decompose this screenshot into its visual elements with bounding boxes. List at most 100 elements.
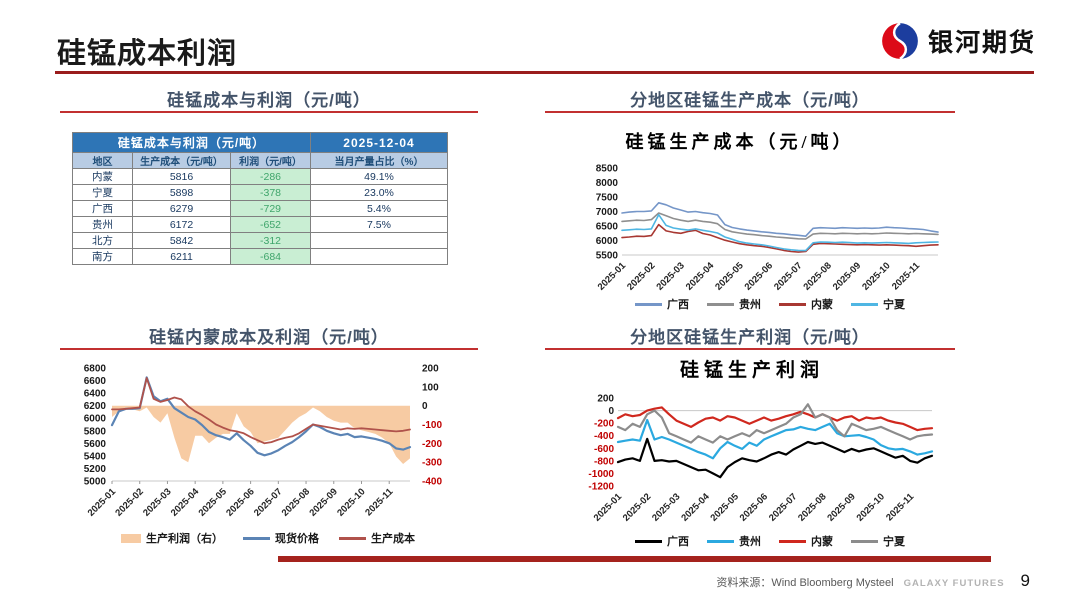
svg-text:5600: 5600	[84, 439, 107, 450]
legend-label: 贵州	[739, 536, 761, 548]
legend-line-swatch	[779, 302, 806, 306]
svg-text:2025-07: 2025-07	[772, 260, 804, 292]
title-underline	[55, 71, 1034, 74]
svg-text:6000: 6000	[84, 414, 107, 425]
svg-text:2025-01: 2025-01	[596, 260, 629, 293]
legend-item: 生产利润（右）	[121, 530, 223, 546]
svg-text:0: 0	[422, 401, 428, 412]
legend-line-swatch	[635, 539, 662, 543]
table-cell: 5898	[132, 184, 231, 201]
legend-line-swatch	[851, 302, 878, 306]
svg-text:8000: 8000	[596, 178, 619, 189]
company-logo: 银河期货	[881, 22, 1036, 60]
table-date-cell: 2025-12-04	[310, 132, 448, 153]
svg-text:2025-06: 2025-06	[743, 260, 775, 292]
svg-text:2025-11: 2025-11	[884, 491, 917, 524]
panel-underline	[545, 111, 955, 113]
svg-text:6400: 6400	[84, 389, 107, 400]
regional-cost-chart: 硅锰生产成本（元/吨）85008000750070006500600055002…	[596, 131, 939, 293]
table-cell: 内蒙	[72, 168, 133, 185]
table-cell: 6211	[132, 248, 231, 265]
svg-text:-1200: -1200	[588, 482, 614, 493]
svg-text:5800: 5800	[84, 426, 107, 437]
table-cell: 广西	[72, 200, 133, 217]
legend-line-swatch	[635, 302, 662, 306]
svg-text:2025-09: 2025-09	[825, 491, 857, 523]
svg-text:6600: 6600	[84, 376, 107, 387]
footer: 资料来源：Wind Bloomberg Mysteel GALAXY FUTUR…	[716, 571, 1030, 591]
cost-profit-table: 硅锰成本与利润（元/吨） 2025-12-04 地区 生产成本（元/吨） 利润（元/…	[72, 132, 448, 265]
table-cell: -312	[230, 232, 311, 249]
svg-text:2025-09: 2025-09	[831, 260, 863, 292]
svg-text:5400: 5400	[84, 451, 107, 462]
table-column-header: 地区	[72, 152, 133, 169]
svg-text:5200: 5200	[84, 464, 107, 475]
panel-title-table: 硅锰成本与利润（元/吨）	[167, 91, 371, 110]
svg-text:2025-01: 2025-01	[592, 491, 625, 524]
svg-text:2025-03: 2025-03	[141, 486, 173, 518]
legend-line-swatch	[339, 536, 366, 540]
legend-label: 广西	[667, 536, 689, 548]
svg-text:-400: -400	[594, 431, 614, 442]
panel-title-im: 硅锰内蒙成本及利润（元/吨）	[149, 328, 389, 347]
svg-text:硅锰生产成本（元/吨）: 硅锰生产成本（元/吨）	[626, 131, 855, 152]
svg-text:6500: 6500	[596, 222, 619, 233]
svg-text:-100: -100	[422, 420, 442, 431]
inner-mongolia-chart: 6800660064006200600058005600540052005000…	[84, 364, 443, 519]
table-cell: 6279	[132, 200, 231, 217]
legend-label: 内蒙	[811, 299, 833, 311]
svg-text:200: 200	[422, 364, 439, 375]
table-cell: 23.0%	[310, 184, 448, 201]
regional-profit-chart: 硅锰生产利润2000-200-400-600-800-1000-12002025…	[588, 358, 934, 524]
legend-label: 宁夏	[883, 536, 905, 548]
svg-text:-200: -200	[594, 419, 614, 430]
svg-text:2025-02: 2025-02	[113, 486, 145, 518]
svg-text:2025-04: 2025-04	[169, 486, 202, 519]
svg-text:-600: -600	[594, 444, 614, 455]
table-row: 内蒙 5816 -286 49.1%	[72, 168, 448, 185]
legend-item: 现货价格	[243, 530, 319, 546]
svg-text:硅锰生产利润: 硅锰生产利润	[680, 358, 824, 381]
table-row: 北方 5842 -312	[72, 232, 448, 249]
legend-label: 生产成本	[371, 533, 415, 545]
table-cell: 7.5%	[310, 216, 448, 233]
svg-text:6000: 6000	[596, 236, 619, 247]
legend-label: 广西	[667, 299, 689, 311]
svg-text:-1000: -1000	[588, 469, 614, 480]
legend-item: 广西	[635, 533, 689, 549]
table-cell: 5816	[132, 168, 231, 185]
legend-item: 内蒙	[779, 533, 833, 549]
table-cell: -684	[230, 248, 311, 265]
svg-text:2025-05: 2025-05	[709, 491, 742, 524]
svg-text:2025-03: 2025-03	[650, 491, 682, 523]
svg-text:2025-10: 2025-10	[855, 491, 887, 523]
panel-underline	[60, 348, 478, 350]
table-header-row: 硅锰成本与利润（元/吨） 2025-12-04	[72, 132, 448, 153]
table-cell: 宁夏	[72, 184, 133, 201]
panel-underline	[60, 111, 478, 113]
svg-text:2025-11: 2025-11	[890, 260, 923, 293]
svg-text:0: 0	[608, 406, 614, 417]
svg-text:-800: -800	[594, 456, 614, 467]
table-cell: 6172	[132, 216, 231, 233]
regional-profit-legend: 广西 贵州 内蒙 宁夏	[570, 533, 970, 549]
panel-title-cost: 分地区硅锰生产成本（元/吨）	[630, 91, 870, 110]
svg-text:6800: 6800	[84, 364, 107, 375]
page-title: 硅锰成本利润	[57, 38, 238, 70]
legend-item: 广西	[635, 296, 689, 312]
svg-text:2025-06: 2025-06	[738, 491, 770, 523]
svg-text:2025-05: 2025-05	[713, 260, 746, 293]
svg-text:100: 100	[422, 382, 439, 393]
table-title-cell: 硅锰成本与利润（元/吨）	[72, 132, 311, 153]
logo-text: 银河期货	[927, 29, 1036, 57]
legend-item: 宁夏	[851, 533, 905, 549]
table-cell: -729	[230, 200, 311, 217]
svg-text:8500: 8500	[596, 164, 619, 175]
legend-label: 内蒙	[811, 536, 833, 548]
table-column-header: 利润（元/吨）	[230, 152, 311, 169]
legend-line-swatch	[779, 539, 806, 543]
table-row: 贵州 6172 -652 7.5%	[72, 216, 448, 233]
legend-label: 贵州	[739, 299, 761, 311]
svg-text:7000: 7000	[596, 207, 619, 218]
